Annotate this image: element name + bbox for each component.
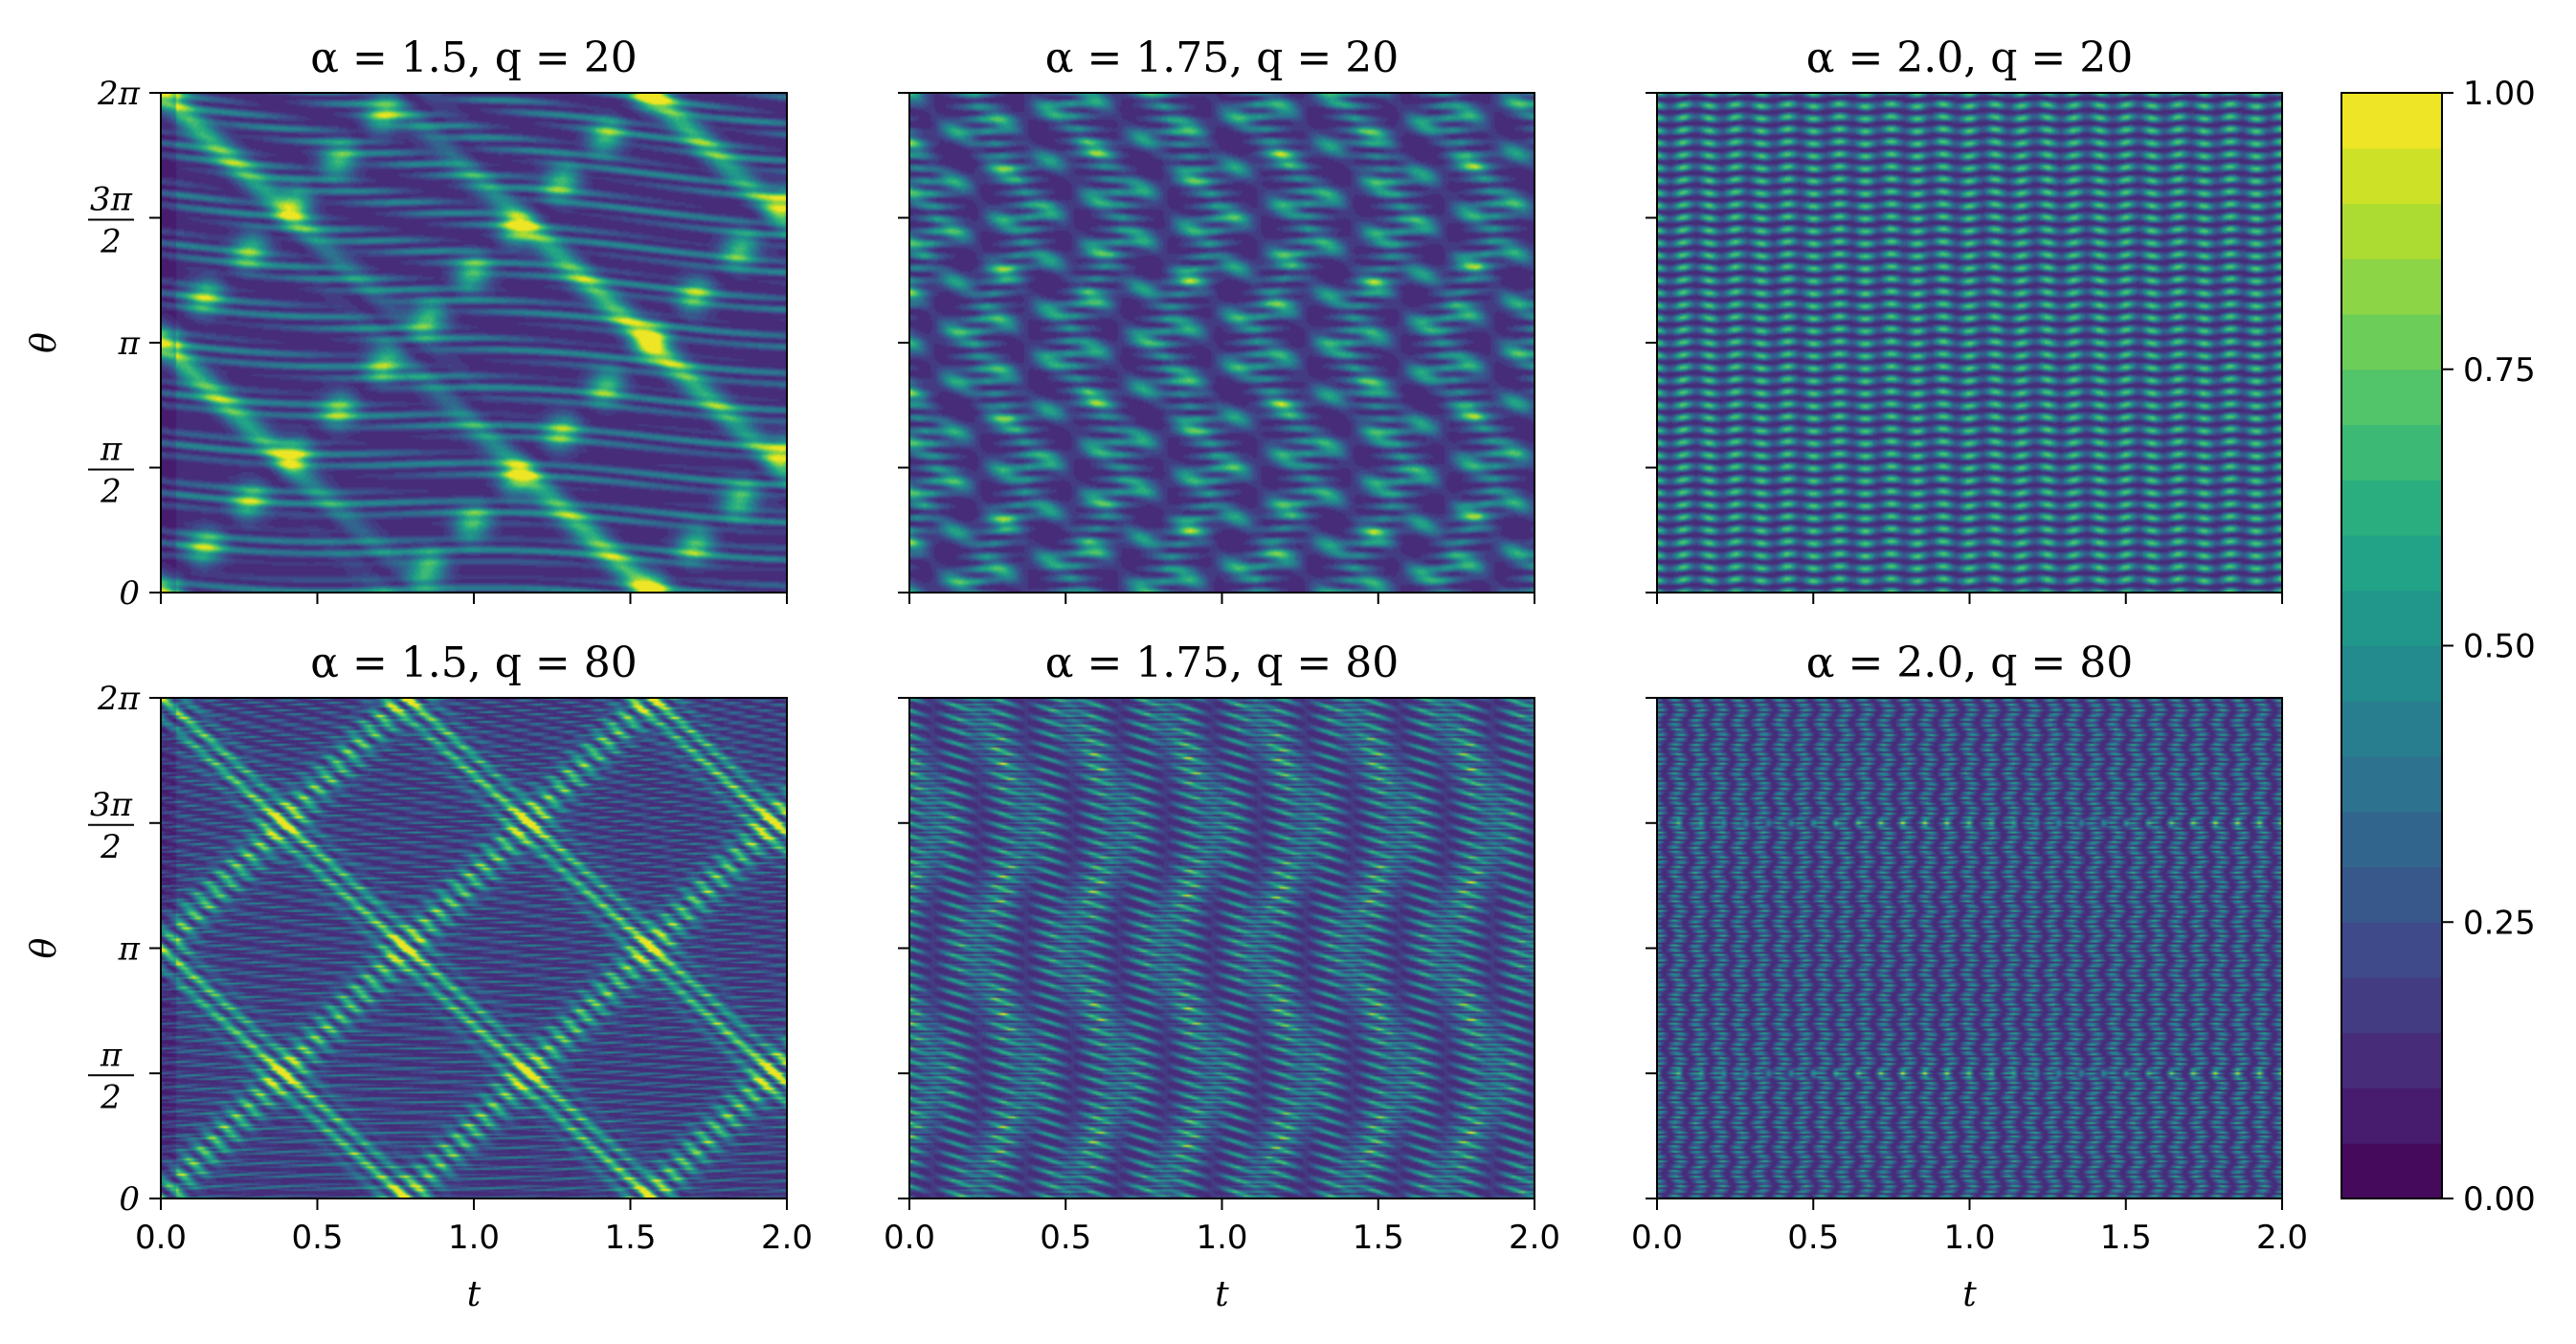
x-tick-label: 1.5	[2100, 1219, 2152, 1257]
panel-5: α = 1.75, q = 80 0.0 0.5 1.0 1.5 2.0 t	[884, 638, 1560, 1314]
colorbar-level	[2341, 535, 2442, 592]
y-tick-label: π	[118, 930, 141, 969]
x-tick-label: 1.5	[604, 1219, 656, 1257]
colorbar-level	[2341, 645, 2442, 702]
panel-title: α = 2.0, q = 80	[1806, 638, 2134, 687]
x-axis-label: t	[1962, 1275, 1977, 1314]
panel-title: α = 1.75, q = 20	[1045, 34, 1400, 82]
colorbar-level	[2341, 480, 2442, 536]
colorbar-level	[2341, 93, 2442, 149]
y-tick-label: 2π	[97, 75, 141, 113]
colorbar-tick-label: 0.00	[2463, 1180, 2536, 1219]
colorbar-tick-label: 0.75	[2463, 351, 2536, 390]
colorbar-level	[2341, 369, 2442, 426]
colorbar-level	[2341, 1087, 2442, 1144]
colorbar-level	[2341, 590, 2442, 647]
heatmap-image	[161, 698, 787, 1198]
y-tick-label: π	[118, 325, 141, 363]
colorbar-level	[2341, 1143, 2442, 1199]
colorbar-level	[2341, 811, 2442, 868]
y-tick-label-numerator: 3π	[90, 786, 133, 824]
panel-title: α = 1.5, q = 20	[310, 34, 638, 82]
colorbar-level	[2341, 756, 2442, 813]
y-tick-label-numerator: 3π	[90, 181, 133, 219]
x-axis-label: t	[467, 1275, 482, 1314]
colorbar-level	[2341, 922, 2442, 978]
heatmap-image	[1657, 93, 2282, 593]
x-tick-label: 1.0	[1196, 1219, 1247, 1257]
colorbar-level	[2341, 866, 2442, 923]
panel-title: α = 1.5, q = 80	[310, 638, 638, 687]
x-tick-label: 0.5	[1040, 1219, 1091, 1257]
y-axis-label: θ	[25, 332, 64, 353]
y-tick-label: 0	[119, 574, 140, 613]
panel-4: α = 1.5, q = 800.0 0.5 1.0 1.5 2.0t0π2π3π22π…	[25, 638, 813, 1314]
panel-6: α = 2.0, q = 80 0.0 0.5 1.0 1.5 2.0 t	[1631, 638, 2308, 1314]
x-tick-label: 2.0	[761, 1219, 813, 1257]
y-tick-label-denominator: 2	[100, 828, 122, 866]
panel-title: α = 1.75, q = 80	[1045, 638, 1400, 687]
y-tick-label-numerator: π	[100, 431, 123, 469]
y-tick-label: 0	[119, 1180, 140, 1219]
colorbar: 0.00 0.25 0.50 0.75 1.00	[2341, 75, 2536, 1219]
x-tick-label: 2.0	[2256, 1219, 2308, 1257]
colorbar-level	[2341, 258, 2442, 315]
colorbar-level	[2341, 203, 2442, 259]
x-tick-label: 1.5	[1353, 1219, 1404, 1257]
x-tick-label: 0.0	[135, 1219, 187, 1257]
y-tick-label-denominator: 2	[100, 473, 122, 511]
colorbar-tick-label: 0.50	[2463, 628, 2536, 666]
x-axis-label: t	[1215, 1275, 1229, 1314]
heatmap-image	[909, 93, 1534, 593]
colorbar-tick-label: 0.25	[2463, 904, 2536, 942]
heatmap-image	[1657, 698, 2282, 1198]
x-tick-label: 0.0	[884, 1219, 935, 1257]
x-tick-label: 0.5	[291, 1219, 343, 1257]
panel-2: α = 1.75, q = 20	[898, 34, 1535, 604]
y-tick-label-numerator: π	[100, 1036, 123, 1074]
colorbar-level	[2341, 314, 2442, 370]
x-tick-label: 1.0	[1943, 1219, 1995, 1257]
y-axis-label: θ	[25, 937, 64, 958]
x-tick-label: 0.5	[1787, 1219, 1839, 1257]
colorbar-level	[2341, 424, 2442, 481]
colorbar-level	[2341, 1032, 2442, 1089]
x-tick-label: 1.0	[448, 1219, 500, 1257]
panel-3: α = 2.0, q = 20	[1646, 34, 2283, 604]
x-tick-label: 0.0	[1631, 1219, 1683, 1257]
heatmap-image	[161, 93, 787, 593]
colorbar-level	[2341, 701, 2442, 757]
y-tick-label: 2π	[97, 680, 141, 718]
y-tick-label-denominator: 2	[100, 223, 122, 261]
colorbar-level	[2341, 977, 2442, 1034]
heatmap-image	[909, 698, 1534, 1198]
panel-title: α = 2.0, q = 20	[1806, 34, 2134, 82]
colorbar-tick-label: 1.00	[2463, 75, 2536, 113]
colorbar-level	[2341, 147, 2442, 205]
x-tick-label: 2.0	[1509, 1219, 1560, 1257]
y-tick-label-denominator: 2	[100, 1078, 122, 1116]
